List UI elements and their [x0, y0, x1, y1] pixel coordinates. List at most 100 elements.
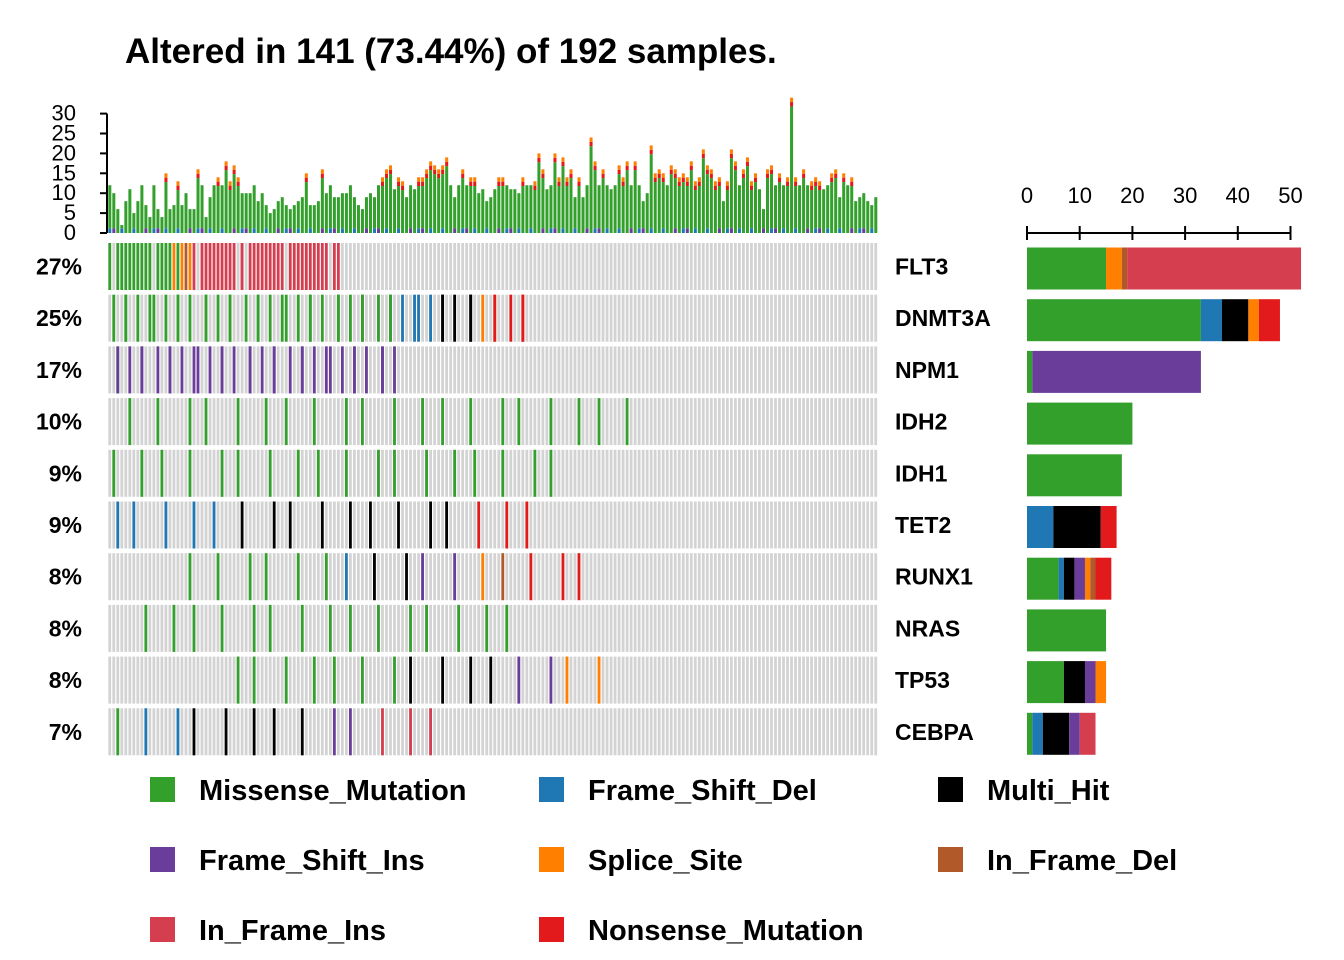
- tmb-bar: [802, 178, 806, 233]
- matrix-cell: [842, 449, 846, 497]
- matrix-cell: [208, 708, 212, 756]
- matrix-cell: [629, 449, 633, 497]
- matrix-cell: [613, 553, 617, 601]
- matrix-cell: [352, 656, 356, 704]
- row-percent-label: 8%: [49, 564, 82, 590]
- matrix-cell: [717, 553, 721, 601]
- matrix-cell: [641, 553, 645, 601]
- tmb-bar: [393, 189, 397, 233]
- matrix-cell: [361, 449, 364, 497]
- tmb-bar-segment: [328, 228, 332, 233]
- matrix-cell: [806, 604, 809, 652]
- matrix-cell: [336, 656, 340, 704]
- matrix-cell: [348, 398, 352, 446]
- gene-count-bar-segment: [1200, 299, 1222, 342]
- matrix-mutation-cell: [429, 708, 432, 756]
- matrix-cell: [786, 501, 789, 549]
- matrix-cell: [762, 449, 765, 497]
- matrix-cell: [874, 294, 878, 342]
- matrix-cell: [340, 294, 344, 342]
- matrix-cell: [176, 656, 180, 704]
- matrix-cell: [741, 656, 745, 704]
- tmb-bar-segment: [385, 169, 389, 174]
- matrix-cell: [393, 708, 396, 756]
- matrix-cell: [597, 708, 601, 756]
- matrix-cell: [124, 398, 128, 446]
- matrix-cell: [621, 708, 625, 756]
- matrix-cell: [176, 449, 180, 497]
- matrix-cell: [770, 708, 773, 756]
- matrix-cell: [421, 294, 424, 342]
- matrix-cell: [461, 243, 465, 290]
- matrix-cell: [725, 294, 729, 342]
- matrix-cell: [356, 708, 360, 756]
- matrix-cell: [609, 346, 613, 394]
- matrix-cell: [389, 449, 392, 497]
- matrix-cell: [838, 398, 842, 446]
- matrix-cell: [148, 501, 152, 549]
- gene-count-bar-segment: [1042, 712, 1070, 755]
- tmb-bar-segment: [577, 181, 581, 187]
- matrix-cell: [846, 294, 850, 342]
- matrix-cell: [665, 346, 669, 394]
- matrix-cell: [866, 346, 870, 394]
- tmb-bar: [148, 217, 152, 233]
- matrix-cell: [553, 604, 557, 652]
- matrix-cell: [746, 398, 749, 446]
- matrix-cell: [356, 398, 360, 446]
- tmb-bar: [665, 185, 669, 233]
- matrix-cell: [661, 398, 665, 446]
- matrix-cell: [657, 604, 661, 652]
- matrix-cell: [782, 243, 785, 290]
- matrix-cell: [525, 398, 529, 446]
- matrix-cell: [501, 501, 505, 549]
- tmb-bar-segment: [372, 228, 376, 233]
- matrix-cell: [481, 243, 485, 290]
- matrix-cell: [332, 346, 336, 394]
- gene-label: NRAS: [895, 615, 960, 641]
- matrix-cell: [854, 398, 858, 446]
- matrix-mutation-cell: [264, 398, 268, 446]
- matrix-mutation-cell: [409, 708, 412, 756]
- matrix-cell: [657, 656, 661, 704]
- matrix-cell: [822, 656, 826, 704]
- tmb-bar-segment: [509, 228, 513, 233]
- matrix-cell: [677, 553, 681, 601]
- matrix-cell: [750, 604, 753, 652]
- tmb-bar: [749, 190, 753, 229]
- matrix-cell: [280, 708, 284, 756]
- matrix-cell: [862, 656, 866, 704]
- matrix-cell: [505, 656, 509, 704]
- matrix-cell: [449, 243, 453, 290]
- matrix-cell: [124, 449, 128, 497]
- matrix-cell: [629, 553, 633, 601]
- tmb-bar: [649, 154, 653, 229]
- matrix-cell: [870, 449, 874, 497]
- gene-count-bar-segment: [1069, 712, 1080, 755]
- matrix-cell: [741, 243, 745, 290]
- tmb-bar-segment: [132, 228, 136, 233]
- matrix-mutation-cell: [393, 656, 396, 704]
- tmb-bar: [417, 186, 421, 229]
- matrix-cell: [224, 398, 228, 446]
- matrix-mutation-cell: [124, 294, 128, 342]
- tmb-bar-segment: [401, 185, 405, 191]
- matrix-cell: [413, 604, 416, 652]
- matrix-cell: [441, 708, 445, 756]
- matrix-cell: [200, 294, 204, 342]
- matrix-cell: [308, 346, 312, 394]
- matrix-cell: [854, 553, 858, 601]
- matrix-cell: [377, 501, 380, 549]
- tmb-bar-segment: [397, 228, 401, 233]
- matrix-cell: [433, 708, 437, 756]
- matrix-cell: [352, 243, 356, 290]
- matrix-cell: [405, 708, 408, 756]
- matrix-mutation-cell: [288, 346, 292, 394]
- matrix-cell: [144, 346, 148, 394]
- matrix-mutation-cell: [172, 604, 176, 652]
- tmb-bar-segment: [778, 177, 782, 183]
- matrix-cell: [284, 243, 288, 290]
- matrix-cell: [822, 398, 826, 446]
- matrix-cell: [244, 398, 248, 446]
- matrix-cell: [244, 604, 248, 652]
